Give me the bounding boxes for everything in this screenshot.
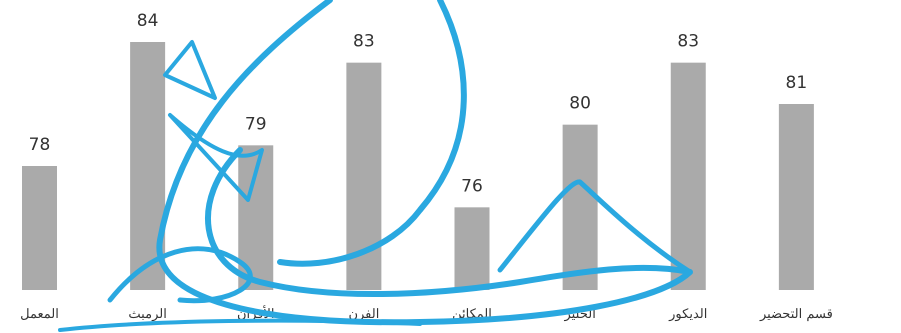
bar-value-label: 83 bbox=[677, 32, 699, 52]
bar-value-label: 81 bbox=[786, 73, 808, 93]
bar-value-label: 80 bbox=[569, 94, 591, 114]
bar-value-label: 84 bbox=[137, 11, 159, 31]
category-label: الديكور bbox=[668, 307, 707, 322]
bar-value-label: 83 bbox=[353, 32, 375, 52]
bar-value-label: 78 bbox=[29, 135, 51, 155]
category-label: الفرن bbox=[348, 307, 379, 322]
bar bbox=[670, 62, 706, 290]
watermark-logo bbox=[58, 0, 693, 332]
bar-value-label: 79 bbox=[245, 114, 267, 134]
bar bbox=[778, 104, 814, 290]
bar bbox=[22, 166, 57, 290]
category-label: قسم التحضير bbox=[759, 307, 833, 322]
category-label: المعمل bbox=[20, 307, 59, 322]
bar bbox=[562, 124, 598, 291]
bars-layer bbox=[22, 42, 814, 291]
bar-value-label: 76 bbox=[461, 176, 483, 196]
category-label: الرمبث bbox=[128, 307, 166, 322]
value-labels-layer: 78 84 79 83 76 80 83 81 bbox=[29, 11, 808, 196]
bar bbox=[454, 207, 490, 290]
